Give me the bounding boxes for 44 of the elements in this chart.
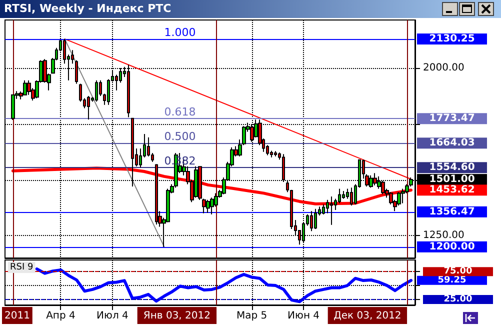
candlestick [210, 197, 214, 215]
candlestick [274, 150, 277, 157]
ref-line-label: Янв 03, 2012 [143, 310, 210, 322]
ref-line-label: 1356.47 [429, 206, 475, 218]
candlestick [314, 208, 317, 230]
ref-line-label: 1664.03 [429, 138, 475, 149]
candlestick [330, 196, 333, 226]
line-series [11, 166, 413, 206]
candlestick [206, 199, 210, 214]
line-series [35, 267, 413, 304]
chart-title: RTSI, Weekly - Индекс РТС [4, 2, 172, 15]
x-tick-label: Апр 4 [46, 310, 76, 322]
candlestick [310, 210, 313, 232]
candlestick [202, 198, 206, 214]
candlestick [194, 166, 198, 198]
annotation: 1501.00 [429, 174, 475, 186]
annotation: 0.500 [164, 130, 196, 144]
y-tick-label: 25.00 [444, 294, 472, 304]
chart-title: RSI 9 [10, 262, 34, 272]
candlestick [401, 188, 405, 204]
candlestick [23, 80, 27, 96]
candlestick [350, 187, 353, 206]
y-tick-label: 75.00 [444, 266, 472, 277]
ref-line-label: 2011 [4, 310, 30, 322]
y-tick-label: 2000.00 [423, 62, 464, 74]
candlestick [11, 94, 15, 120]
x-tick-label: Июн 4 [288, 310, 320, 322]
ref-line-label: 1773.47 [429, 113, 475, 124]
y-tick-label: 1250.00 [423, 230, 464, 242]
annotation: 0.618 [164, 106, 196, 119]
x-tick-label: Мар 5 [236, 310, 268, 322]
candlestick [87, 95, 90, 120]
annotation: 1.000 [164, 26, 196, 39]
ref-line-label: 1554.60 [429, 162, 475, 174]
candlestick [342, 190, 345, 200]
candlestick [322, 204, 325, 215]
annotation: 1453.62 [429, 184, 475, 196]
candlestick [95, 80, 98, 102]
candlestick [369, 174, 373, 188]
x-tick-label: Июл 4 [96, 310, 128, 322]
ref-line-label: 2130.25 [429, 33, 475, 44]
ref-line-label: 1200.00 [429, 241, 475, 252]
annotation: 59.25 [438, 275, 466, 286]
ref-line-label: Дек 03, 2012 [334, 310, 402, 322]
